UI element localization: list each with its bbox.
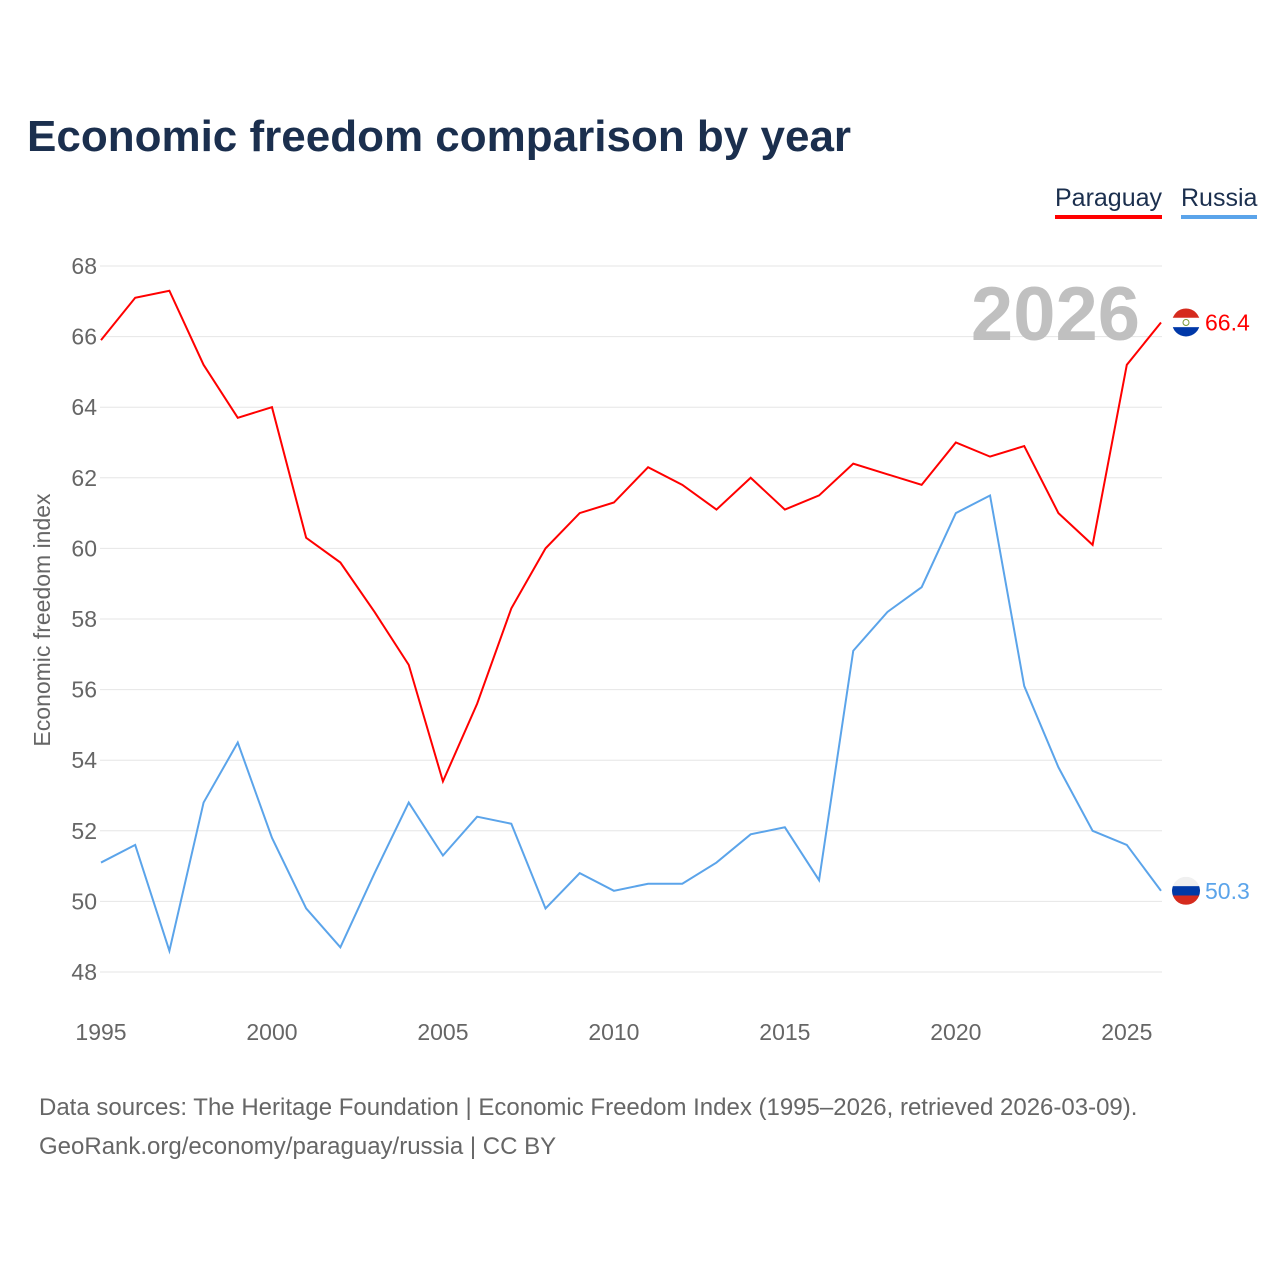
end-value-label: 66.4 <box>1205 309 1250 335</box>
y-tick-label: 64 <box>71 394 97 420</box>
russia-flag-icon <box>1172 876 1200 905</box>
footer-link[interactable]: GeoRank.org/economy/paraguay/russia | CC… <box>39 1133 557 1160</box>
year-watermark: 2026 <box>971 272 1140 357</box>
x-tick-label: 2005 <box>417 1019 468 1045</box>
series-line-russia <box>100 493 1162 955</box>
paraguay-flag-icon <box>1172 308 1200 337</box>
legend-russia[interactable]: Russia <box>1181 184 1258 219</box>
end-value-label: 50.3 <box>1205 878 1250 904</box>
y-tick-label: 50 <box>71 888 97 914</box>
footer: Data sources: The Heritage Foundation | … <box>39 1088 1137 1166</box>
y-tick-label: 52 <box>71 818 97 844</box>
y-tick-label: 66 <box>71 324 97 350</box>
y-tick-label: 48 <box>71 959 97 985</box>
y-tick-label: 60 <box>71 535 97 561</box>
chart-title: Economic freedom comparison by year <box>27 112 852 161</box>
x-tick-label: 2000 <box>246 1019 297 1045</box>
x-tick-label: 2010 <box>588 1019 639 1045</box>
y-tick-label: 58 <box>71 606 97 632</box>
legend-paraguay[interactable]: Paraguay <box>1055 184 1163 219</box>
x-tick-label: 2015 <box>759 1019 810 1045</box>
series-line-paraguay <box>100 289 1162 785</box>
x-tick-label: 2020 <box>930 1019 981 1045</box>
y-tick-label: 54 <box>71 747 97 773</box>
y-axis-label: Economic freedom index <box>29 493 55 747</box>
x-tick-label: 2025 <box>1101 1019 1152 1045</box>
y-tick-label: 68 <box>71 253 97 279</box>
y-tick-label: 56 <box>71 677 97 703</box>
footer-sources: Data sources: The Heritage Foundation | … <box>39 1094 1138 1121</box>
x-tick-label: 1995 <box>75 1019 126 1045</box>
y-tick-label: 62 <box>71 465 97 491</box>
